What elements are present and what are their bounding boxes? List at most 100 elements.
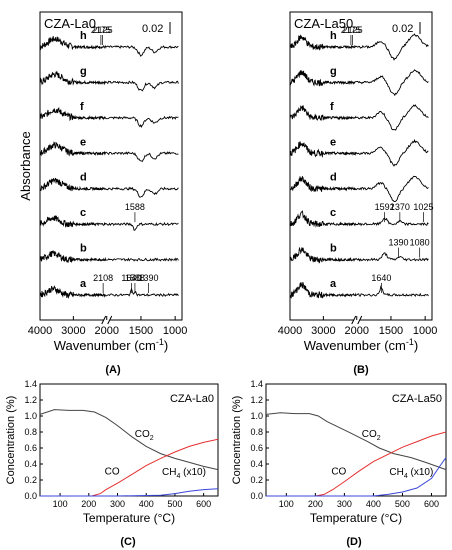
series-label: h (80, 30, 87, 42)
spectrum-line (290, 34, 428, 60)
spectrum-line (40, 286, 178, 298)
series-label: c (80, 207, 86, 219)
peak-annotation: 2125 (343, 25, 363, 35)
series-label: a (80, 278, 87, 290)
x-axis-label: Temperature (°C) (310, 511, 402, 525)
x-tick-label: 1000 (163, 325, 187, 337)
series-label: e (80, 136, 86, 148)
scale-bar-label: 0.02 (142, 23, 163, 35)
x-tick-label: 200 (81, 499, 96, 509)
x-tick-label: 4000 (28, 325, 52, 337)
x-tick-label: 100 (279, 499, 294, 509)
x-tick-label: 200 (308, 499, 323, 509)
peak-annotation: 1390 (388, 238, 408, 248)
series-line-2 (40, 489, 218, 496)
y-tick-label: 1.0 (250, 411, 263, 421)
x-tick-label: 1500 (129, 325, 153, 337)
y-axis-label: Absorbance (18, 131, 33, 200)
y-tick-label: 0.0 (24, 491, 37, 501)
y-tick-label: 0.0 (250, 491, 263, 501)
x-tick-label: 2000 (94, 325, 118, 337)
x-tick-label: 3000 (61, 325, 85, 337)
y-tick-label: 1.2 (24, 395, 37, 405)
x-tick-label: 500 (395, 499, 410, 509)
x-tick-label: 2000 (344, 325, 368, 337)
series-label: d (330, 172, 337, 184)
series-label: a (330, 278, 337, 290)
x-tick-label: 1000 (413, 325, 437, 337)
x-tick-label: 300 (337, 499, 352, 509)
x-tick-label: 300 (110, 499, 125, 509)
scale-bar-label: 0.02 (392, 23, 413, 35)
x-axis-label: Wavenumber (cm-1) (54, 337, 168, 353)
spectrum-line (290, 282, 428, 298)
series-label: c (330, 207, 336, 219)
panel-label: (D) (346, 536, 362, 548)
spectrum-line (290, 247, 428, 262)
x-axis-label: Temperature (°C) (83, 511, 175, 525)
y-tick-label: 1.2 (250, 395, 263, 405)
series-label-ch4: CH4 (x10) (389, 467, 433, 480)
peak-annotation: 1390 (138, 273, 158, 283)
peak-annotation: 1080 (410, 238, 430, 248)
spectrum-line (40, 142, 178, 161)
series-label: g (330, 65, 337, 77)
series-line-0 (40, 410, 218, 470)
plot-frame (290, 12, 432, 320)
x-tick-label: 4000 (278, 325, 302, 337)
y-tick-label: 1.0 (24, 411, 37, 421)
x-tick-label: 3000 (311, 325, 335, 337)
series-label: e (330, 136, 336, 148)
y-axis-label: Concentration (%) (5, 396, 17, 485)
y-tick-label: 0.4 (24, 459, 37, 469)
x-tick-label: 600 (196, 499, 211, 509)
chart-title: CZA-La0 (170, 393, 214, 405)
spectrum-line (290, 70, 428, 95)
y-tick-label: 1.4 (24, 379, 37, 389)
y-tick-label: 1.4 (250, 379, 263, 389)
series-label: f (80, 101, 84, 113)
panel-label: (B) (353, 364, 369, 376)
x-tick-label: 100 (53, 499, 68, 509)
spectrum-line (290, 140, 428, 166)
x-tick-label: 500 (167, 499, 182, 509)
series-label-co: CO (331, 466, 346, 477)
peak-annotation: 2108 (93, 273, 113, 283)
y-tick-label: 0.2 (24, 475, 37, 485)
spectrum-line (40, 251, 178, 263)
y-tick-label: 0.8 (24, 427, 37, 437)
panel-label: (A) (105, 364, 121, 376)
chart-title: CZA-La0 (44, 16, 96, 31)
spectrum-line (40, 72, 178, 91)
spectrum-line (40, 36, 178, 56)
x-axis-label: Wavenumber (cm-1) (304, 337, 418, 353)
y-tick-label: 0.4 (250, 459, 263, 469)
panel-label: (C) (120, 536, 136, 548)
x-tick-label: 400 (139, 499, 154, 509)
series-label: b (330, 243, 337, 255)
series-label: h (330, 30, 337, 42)
y-axis-label: Concentration (%) (231, 396, 243, 485)
x-tick-label: 400 (366, 499, 381, 509)
series-label: g (80, 65, 87, 77)
peak-annotation: 1370 (390, 202, 410, 212)
y-tick-label: 0.6 (250, 443, 263, 453)
x-tick-label: 600 (424, 499, 439, 509)
series-label-co: CO (105, 466, 120, 477)
y-tick-label: 0.8 (250, 427, 263, 437)
y-tick-label: 0.2 (250, 475, 263, 485)
spectrum-line (40, 108, 178, 127)
x-tick-label: 1500 (379, 325, 403, 337)
series-label: f (330, 101, 334, 113)
spectrum-line (290, 211, 428, 227)
series-label-co2: CO2 (135, 429, 154, 442)
y-tick-label: 0.6 (24, 443, 37, 453)
peak-annotation: 1588 (125, 202, 145, 212)
peak-annotation: 1025 (413, 202, 433, 212)
peak-annotation: 1640 (371, 273, 391, 283)
series-label: b (80, 243, 87, 255)
spectrum-line (290, 105, 428, 130)
spectrum-line (40, 178, 178, 197)
spectrum-line (40, 216, 178, 231)
